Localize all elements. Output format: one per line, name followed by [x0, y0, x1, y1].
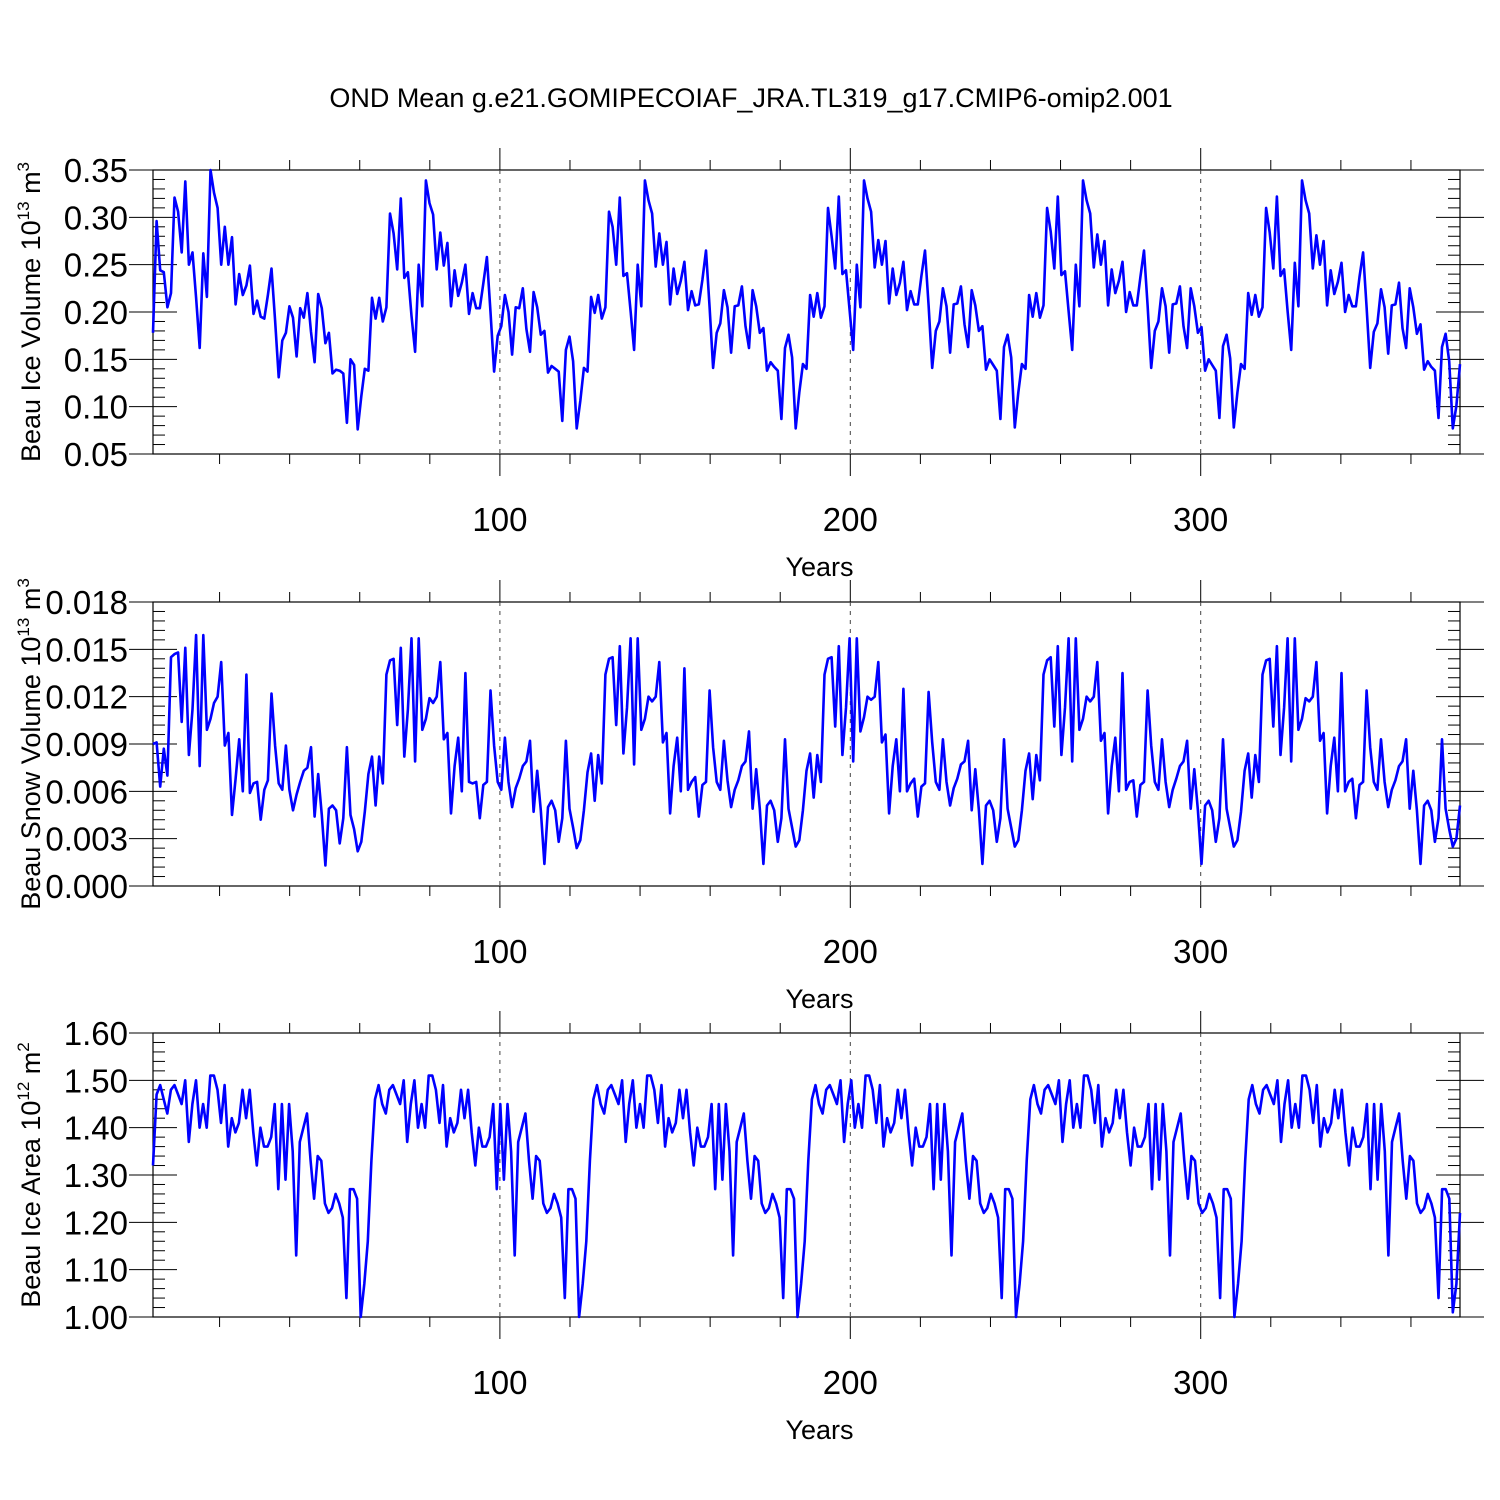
y-tick-label: 0.10 — [64, 389, 128, 426]
y-axis-title: Beau Snow Volume 1013 m3 — [14, 578, 46, 910]
snow-volume-panel: 100 200 300 Years 0.000 0.003 0.006 0.009 0.012 0… — [14, 578, 1484, 1014]
x-axis-title: Years — [785, 552, 853, 582]
x-tick-label: 300 — [1173, 933, 1228, 970]
y-tick-label: 0.25 — [64, 247, 128, 284]
y-axis-title: Beau Ice Volume 1013 m3 — [14, 162, 46, 462]
ice-volume-panel: 100 200 300 Years 0.05 0.10 0.15 0.20 0.25 0.30 0.… — [14, 148, 1484, 582]
x-tick-label: 100 — [472, 1364, 527, 1401]
y-tick-label: 0.30 — [64, 199, 128, 236]
y-tick-label: 0.018 — [45, 584, 128, 621]
y-tick-label: 0.006 — [45, 773, 128, 810]
y-axis-title: Beau Ice Area 1012 m2 — [14, 1042, 46, 1308]
ice-area-panel: 100 200 300 Years 1.00 1.10 1.20 1.30 1.40 1.50 1.… — [14, 1011, 1484, 1445]
x-axis-title: Years — [785, 984, 853, 1014]
x-tick-label: 200 — [823, 501, 878, 538]
y-tick-label: 0.003 — [45, 821, 128, 858]
x-tick-label: 200 — [823, 1364, 878, 1401]
x-axis-title: Years — [785, 1415, 853, 1445]
y-tick-label: 1.50 — [64, 1062, 128, 1099]
plot-frame — [152, 169, 1461, 455]
y-tick-label: 0.15 — [64, 341, 128, 378]
x-tick-label: 100 — [472, 933, 527, 970]
plot-frame — [152, 601, 1461, 887]
y-tick-label: 1.20 — [64, 1204, 128, 1241]
x-tick-label: 200 — [823, 933, 878, 970]
y-tick-label: 1.00 — [64, 1299, 128, 1336]
ice-volume-series-line — [151, 168, 1462, 431]
y-tick-label: 1.10 — [64, 1252, 128, 1289]
snow-volume-series-line — [152, 633, 1462, 867]
y-tick-label: 0.20 — [64, 294, 128, 331]
y-tick-label: 1.60 — [64, 1015, 128, 1052]
y-tick-label: 0.015 — [45, 631, 128, 668]
x-tick-label: 100 — [472, 501, 527, 538]
x-tick-label: 300 — [1173, 1364, 1228, 1401]
y-tick-label: 0.35 — [64, 152, 128, 189]
y-tick-label: 0.009 — [45, 726, 128, 763]
y-tick-label: 0.05 — [64, 436, 128, 473]
y-tick-label: 1.40 — [64, 1110, 128, 1147]
x-tick-label: 300 — [1173, 501, 1228, 538]
y-tick-label: 1.30 — [64, 1157, 128, 1194]
figure-title: OND Mean g.e21.GOMIPECOIAF_JRA.TL319_g17… — [329, 83, 1172, 113]
ice-area-series-line — [151, 1074, 1462, 1319]
y-tick-label: 0.012 — [45, 679, 128, 716]
y-tick-label: 0.000 — [45, 868, 128, 905]
